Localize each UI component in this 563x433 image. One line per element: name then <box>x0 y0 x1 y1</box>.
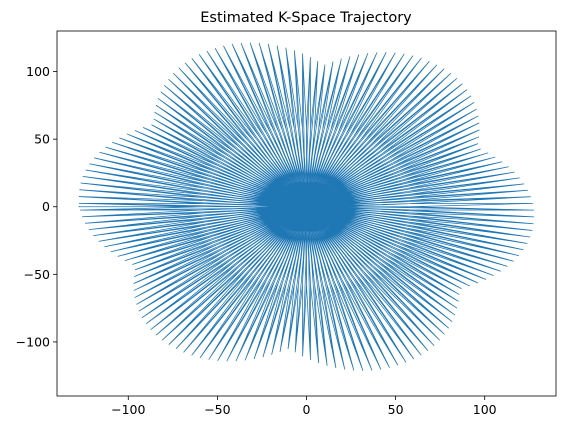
x-tick-label: 100 <box>473 402 497 417</box>
chart-title: Estimated K-Space Trajectory <box>200 10 412 26</box>
plot-area <box>78 42 535 371</box>
x-tick-label: 0 <box>303 402 311 417</box>
y-tick-label: −50 <box>24 267 50 282</box>
y-axis: −100 −50 0 50 100 <box>16 64 57 349</box>
x-axis: −100 −50 0 50 100 <box>111 396 497 417</box>
x-tick-label: 50 <box>388 402 404 417</box>
trajectory-series-line <box>78 42 535 371</box>
y-tick-label: 0 <box>42 199 50 214</box>
y-tick-label: 50 <box>34 132 50 147</box>
y-tick-label: 100 <box>26 64 50 79</box>
x-tick-label: −100 <box>111 402 145 417</box>
y-tick-label: −100 <box>16 334 50 349</box>
x-tick-label: −50 <box>204 402 230 417</box>
